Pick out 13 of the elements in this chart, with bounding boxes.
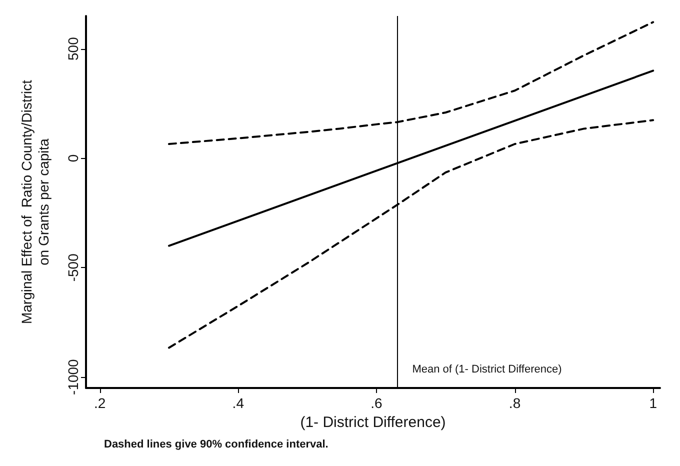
y-tick-label: -1000: [65, 358, 81, 395]
x-tick-label: .2: [94, 395, 106, 411]
x-tick-label: .6: [370, 395, 383, 411]
y-tick-label: 0: [65, 154, 81, 162]
x-tick-label: .8: [508, 395, 521, 411]
ref-line-label: Mean of (1- District Difference): [412, 364, 562, 376]
text: Dashed lines give 90% confidence interval.: [104, 438, 328, 450]
x-tick-label: 1: [649, 395, 658, 411]
x-axis-title: (1- District Difference): [300, 414, 446, 431]
y-axis-title: Marginal Effect of Ratio County/District on Grants per capita: [18, 80, 52, 324]
y-tick-label: 500: [65, 36, 81, 61]
x-tick-label: .4: [232, 395, 244, 411]
y-tick-label: -500: [65, 253, 81, 282]
